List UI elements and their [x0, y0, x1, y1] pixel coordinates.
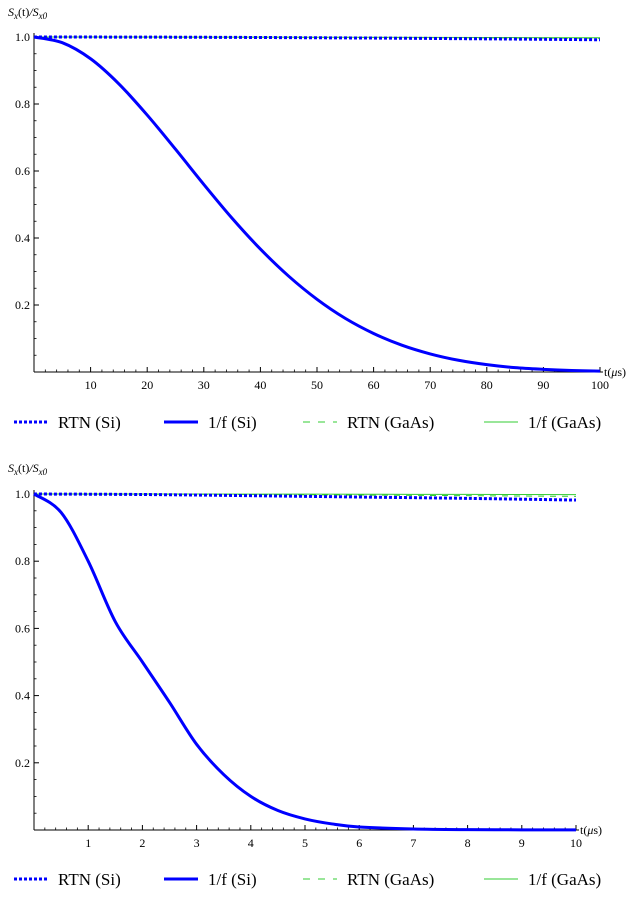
y-tick-label: 0.2 — [15, 756, 30, 770]
x-axis-title: t(μs) — [580, 823, 602, 837]
x-tick-label: 3 — [194, 836, 200, 850]
x-axis-title: t(μs) — [604, 365, 626, 379]
y-tick-label: 0.8 — [15, 97, 30, 111]
x-tick-label: 60 — [368, 378, 380, 392]
series-line-rtn-si — [33, 492, 577, 502]
x-tick-label: 2 — [139, 836, 145, 850]
chart-panel-bottom: 1 2 3 4 5 6 7 8 9 10 0.2 0.4 0.6 0.8 1.0 Sx(t)/Sx0 t(μs)… — [0, 448, 631, 896]
y-tick-label: 0.4 — [15, 689, 30, 703]
y-tick-label: 0.2 — [15, 298, 30, 312]
x-tick-label: 10 — [570, 836, 582, 850]
legend-label: 1/f (GaAs) — [528, 413, 601, 432]
axes: 10 20 30 40 50 60 70 80 90 100 0.2 0.4 0.6 0.8 1.0 — [15, 30, 609, 392]
chart-svg-bottom: 1 2 3 4 5 6 7 8 9 10 0.2 0.4 0.6 0.8 1.0 Sx(t)/Sx0 t(μs)… — [8, 461, 602, 889]
x-tick-label: 40 — [254, 378, 266, 392]
legend-label: 1/f (Si) — [208, 413, 257, 432]
y-tick-label: 0.6 — [15, 164, 30, 178]
legend-label: RTN (GaAs) — [347, 870, 434, 889]
x-tick-label: 4 — [248, 836, 254, 850]
legend-label: RTN (Si) — [58, 870, 121, 889]
x-tick-label: 100 — [591, 378, 609, 392]
legend-label: 1/f (GaAs) — [528, 870, 601, 889]
y-tick-label: 0.4 — [15, 231, 30, 245]
legend: RTN (Si) 1/f (Si) RTN (GaAs) 1/f (GaAs) — [14, 870, 601, 889]
x-tick-label: 30 — [198, 378, 210, 392]
legend-label: RTN (GaAs) — [347, 413, 434, 432]
x-tick-label: 7 — [410, 836, 416, 850]
x-tick-label: 70 — [424, 378, 436, 392]
y-tick-label: 0.8 — [15, 554, 30, 568]
series-lines — [33, 492, 577, 832]
x-tick-label: 8 — [465, 836, 471, 850]
series-line-1-f-si — [33, 492, 577, 832]
series-line-1-f-si — [33, 35, 601, 373]
x-tick-label: 80 — [481, 378, 493, 392]
x-tick-label: 6 — [356, 836, 362, 850]
x-tick-label: 9 — [519, 836, 525, 850]
axes: 1 2 3 4 5 6 7 8 9 10 0.2 0.4 0.6 0.8 1.0 — [15, 487, 582, 850]
x-tick-label: 1 — [85, 836, 91, 850]
chart-svg-top: 10 20 30 40 50 60 70 80 90 100 0.2 0.4 0.6 0.8 1.0 Sx(t… — [8, 5, 626, 432]
y-axis-title: Sx(t)/Sx0 — [8, 5, 48, 21]
y-tick-label: 1.0 — [15, 487, 30, 501]
series-line-rtn-si — [33, 35, 601, 42]
y-axis-title: Sx(t)/Sx0 — [8, 461, 48, 477]
chart-panel-top: 10 20 30 40 50 60 70 80 90 100 0.2 0.4 0.6 0.8 1.0 Sx(t… — [0, 0, 631, 448]
x-tick-label: 50 — [311, 378, 323, 392]
series-lines — [33, 35, 601, 373]
legend: RTN (Si) 1/f (Si) RTN (GaAs) 1/f (GaAs) — [14, 413, 601, 432]
x-tick-label: 10 — [85, 378, 97, 392]
legend-label: RTN (Si) — [58, 413, 121, 432]
x-tick-label: 5 — [302, 836, 308, 850]
x-tick-label: 20 — [141, 378, 153, 392]
legend-label: 1/f (Si) — [208, 870, 257, 889]
x-tick-label: 90 — [537, 378, 549, 392]
y-tick-label: 1.0 — [15, 30, 30, 44]
y-tick-label: 0.6 — [15, 621, 30, 635]
